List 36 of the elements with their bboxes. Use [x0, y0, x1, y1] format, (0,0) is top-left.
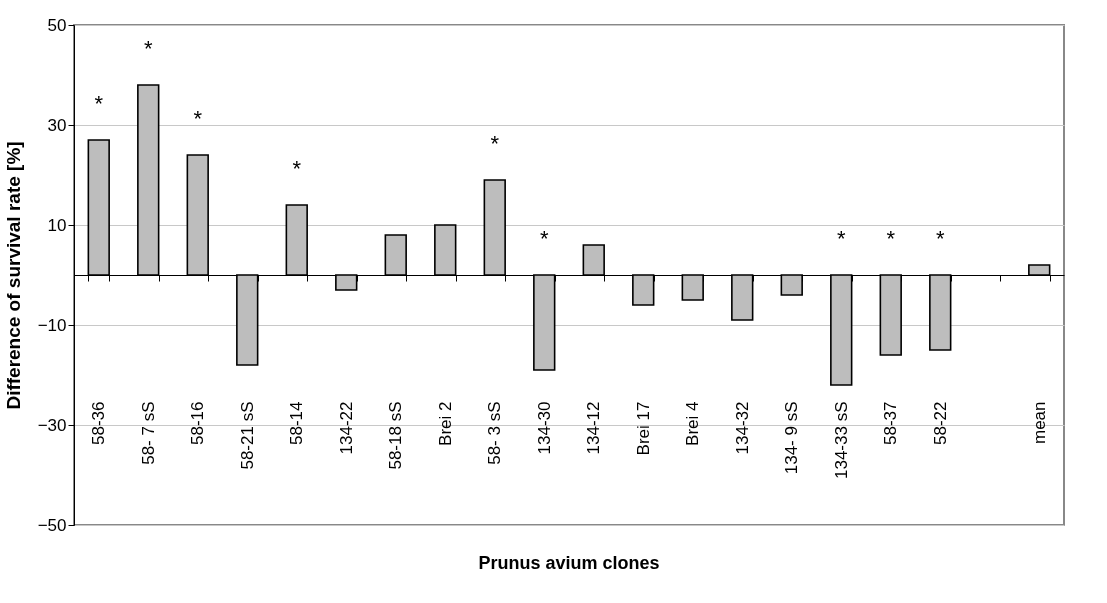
- x-tick-label: 134- 9 sS: [782, 401, 802, 475]
- x-tick-label: 134-30: [534, 401, 554, 455]
- x-tick-label: 58-18 sS: [386, 401, 406, 470]
- annotation: *: [490, 131, 500, 156]
- x-tick-label: 58-14: [287, 401, 307, 445]
- y-tick-label: 30: [47, 115, 67, 135]
- annotation: *: [935, 226, 945, 251]
- x-tick-label: Brei 4: [683, 401, 703, 446]
- x-tick-label: 134-22: [336, 401, 356, 455]
- annotation: *: [143, 36, 153, 61]
- x-tick-label: 134-32: [732, 401, 752, 455]
- x-tick-label: Brei 2: [435, 401, 455, 446]
- x-tick-label: 134-33 sS: [831, 401, 851, 479]
- x-tick-label: 58-21 sS: [237, 401, 257, 470]
- y-tick-label: −30: [37, 415, 67, 435]
- y-tick-label: −10: [37, 315, 67, 335]
- x-tick-label: 58- 3 sS: [485, 401, 505, 465]
- annotation: *: [886, 226, 896, 251]
- x-tick-label: 134-12: [584, 401, 604, 455]
- x-tick-label: 58-37: [881, 401, 901, 445]
- x-tick-label: mean: [1029, 401, 1049, 445]
- x-tick-label: Brei 17: [633, 401, 653, 456]
- annotation: *: [292, 156, 302, 181]
- y-tick-label: 50: [47, 15, 67, 35]
- annotation: *: [539, 226, 549, 251]
- x-tick-label: 58-22: [930, 401, 950, 445]
- x-tick-label: 58-36: [89, 401, 109, 445]
- x-axis-title: Prunus avium clones: [478, 553, 660, 573]
- annotation: *: [193, 106, 203, 131]
- y-tick-label: 10: [47, 215, 67, 235]
- x-tick-label: 58- 7 sS: [138, 401, 158, 465]
- y-axis-title: Difference of survival rate [%]: [2, 141, 24, 410]
- y-tick-label: −50: [37, 515, 67, 535]
- x-tick-label: 58-16: [188, 401, 208, 445]
- annotation: *: [94, 91, 104, 116]
- annotation: *: [836, 226, 846, 251]
